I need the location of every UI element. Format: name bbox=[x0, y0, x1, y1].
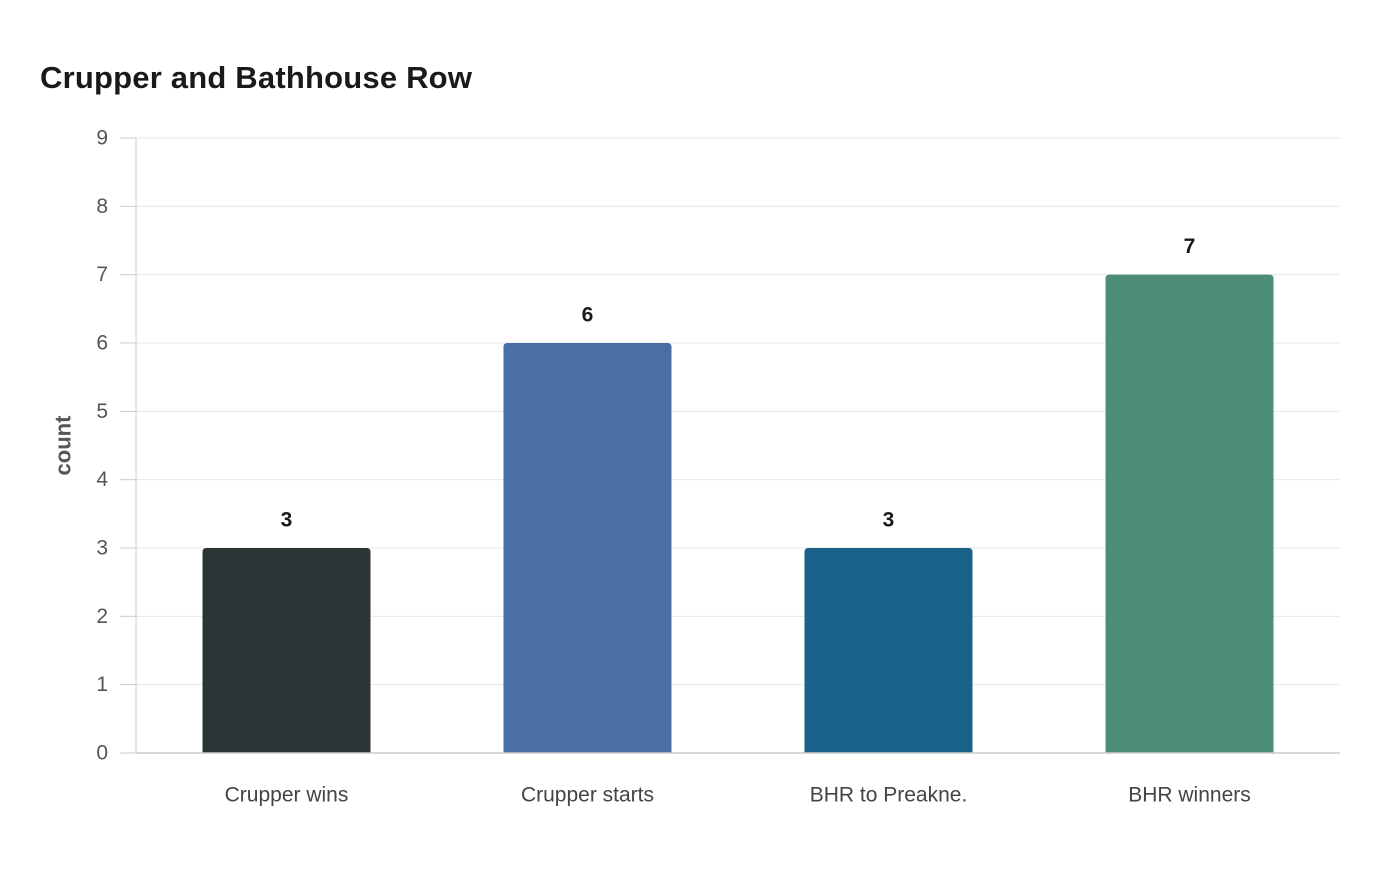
bar-value-label: 6 bbox=[582, 304, 594, 327]
y-tick-label: 7 bbox=[96, 263, 108, 286]
y-tick-label: 4 bbox=[96, 468, 108, 491]
y-tick-label: 9 bbox=[96, 127, 108, 150]
y-tick-label: 5 bbox=[96, 400, 108, 423]
x-tick-label: BHR to Preakne. bbox=[810, 784, 968, 807]
y-tick-label: 6 bbox=[96, 332, 108, 355]
bar-value-label: 3 bbox=[281, 509, 293, 532]
y-tick-label: 3 bbox=[96, 537, 108, 560]
y-tick-label: 0 bbox=[96, 742, 108, 765]
y-tick-label: 2 bbox=[96, 605, 108, 628]
x-tick-label: BHR winners bbox=[1128, 784, 1251, 807]
bar bbox=[804, 548, 973, 753]
bar bbox=[202, 548, 371, 753]
x-tick-label: Crupper wins bbox=[225, 784, 349, 807]
bar bbox=[503, 343, 672, 753]
bar-value-label: 3 bbox=[883, 509, 895, 532]
chart-title: Crupper and Bathhouse Row bbox=[40, 60, 473, 95]
bar-value-label: 7 bbox=[1184, 235, 1196, 258]
y-axis-label: count bbox=[51, 415, 76, 476]
y-tick-label: 8 bbox=[96, 195, 108, 218]
x-tick-label: Crupper starts bbox=[521, 784, 654, 807]
y-tick-label: 1 bbox=[96, 673, 108, 696]
bar bbox=[1105, 274, 1274, 753]
